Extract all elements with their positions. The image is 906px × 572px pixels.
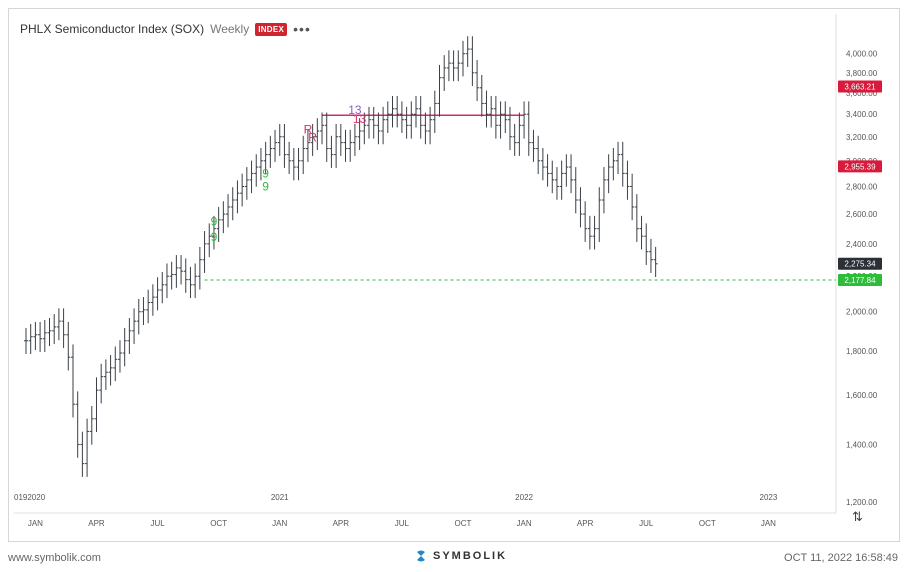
setup-label: 9: [211, 230, 218, 244]
price-tag-label: 2,955.39: [844, 162, 876, 171]
setup-label: 13: [353, 112, 367, 126]
price-tag: [838, 160, 882, 173]
chart-frame: [8, 8, 900, 542]
setup-label: R: [304, 122, 313, 136]
price-tag: [838, 274, 882, 287]
x-month-label: JUL: [639, 519, 654, 528]
x-month-label: OCT: [455, 519, 472, 528]
x-month-label: JAN: [28, 519, 43, 528]
x-month-label: OCT: [699, 519, 716, 528]
y-tick-label: 3,600.00: [846, 89, 878, 98]
x-month-label: OCT: [210, 519, 227, 528]
y-tick-label: 3,200.00: [846, 133, 878, 142]
x-month-label: JAN: [761, 519, 776, 528]
y-tick-label: 1,400.00: [846, 441, 878, 450]
setup-label: R: [308, 130, 317, 144]
swap-axis-icon[interactable]: ⇅: [852, 509, 863, 524]
y-tick-label: 2,800.00: [846, 182, 878, 191]
y-tick-label: 1,200.00: [846, 498, 878, 507]
brand-name: SYMBOLIK: [433, 550, 508, 562]
timestamp: OCT 11, 2022 16:58:49: [784, 552, 898, 564]
x-month-label: APR: [88, 519, 105, 528]
x-month-label: APR: [333, 519, 350, 528]
more-options-icon[interactable]: •••: [293, 21, 311, 37]
y-tick-label: 2,600.00: [846, 210, 878, 219]
chart-title: PHLX Semiconductor Index (SOX): [20, 22, 205, 36]
y-tick-label: 3,400.00: [846, 110, 878, 119]
y-tick-label: 2,000.00: [846, 308, 878, 317]
price-tag: [838, 80, 882, 93]
x-year-label: 2022: [515, 493, 533, 502]
price-tag-label: 2,177.84: [844, 276, 876, 285]
x-year-label: 0192020: [14, 493, 46, 502]
price-tag-label: 3,663.21: [844, 82, 876, 91]
y-tick-label: 2,400.00: [846, 240, 878, 249]
y-tick-label: 4,000.00: [846, 50, 878, 59]
x-month-label: APR: [577, 519, 594, 528]
x-month-label: JAN: [517, 519, 532, 528]
setup-label: 9: [262, 179, 269, 193]
x-year-label: 2021: [271, 493, 289, 502]
x-month-label: JAN: [272, 519, 287, 528]
brand-logo: SYMBOLIK: [415, 549, 507, 563]
x-month-label: JUL: [395, 519, 410, 528]
index-badge: INDEX: [255, 22, 288, 36]
interval-label[interactable]: Weekly: [210, 22, 250, 36]
x-year-label: 2023: [760, 493, 778, 502]
y-tick-label: 1,600.00: [846, 391, 878, 400]
chart-header: PHLX Semiconductor Index (SOX) Weekly IN…: [20, 22, 311, 36]
site-link[interactable]: www.symbolik.com: [8, 552, 101, 564]
price-tag-label: 2,275.34: [844, 260, 876, 269]
y-tick-label: 3,800.00: [846, 69, 878, 78]
setup-label: 9: [211, 215, 218, 229]
y-tick-label: 1,800.00: [846, 347, 878, 356]
x-month-label: JUL: [150, 519, 165, 528]
footer: www.symbolik.com SYMBOLIK OCT 11, 2022 1…: [0, 544, 906, 572]
price-chart[interactable]: 4,000.00 3,800.00 3,600.00 3,400.00 3,200.00…: [0, 0, 906, 544]
price-tag: [838, 257, 882, 270]
symbolik-logo-icon: [417, 550, 425, 562]
setup-label: 9: [262, 166, 269, 180]
setup-label: 13: [348, 103, 362, 117]
